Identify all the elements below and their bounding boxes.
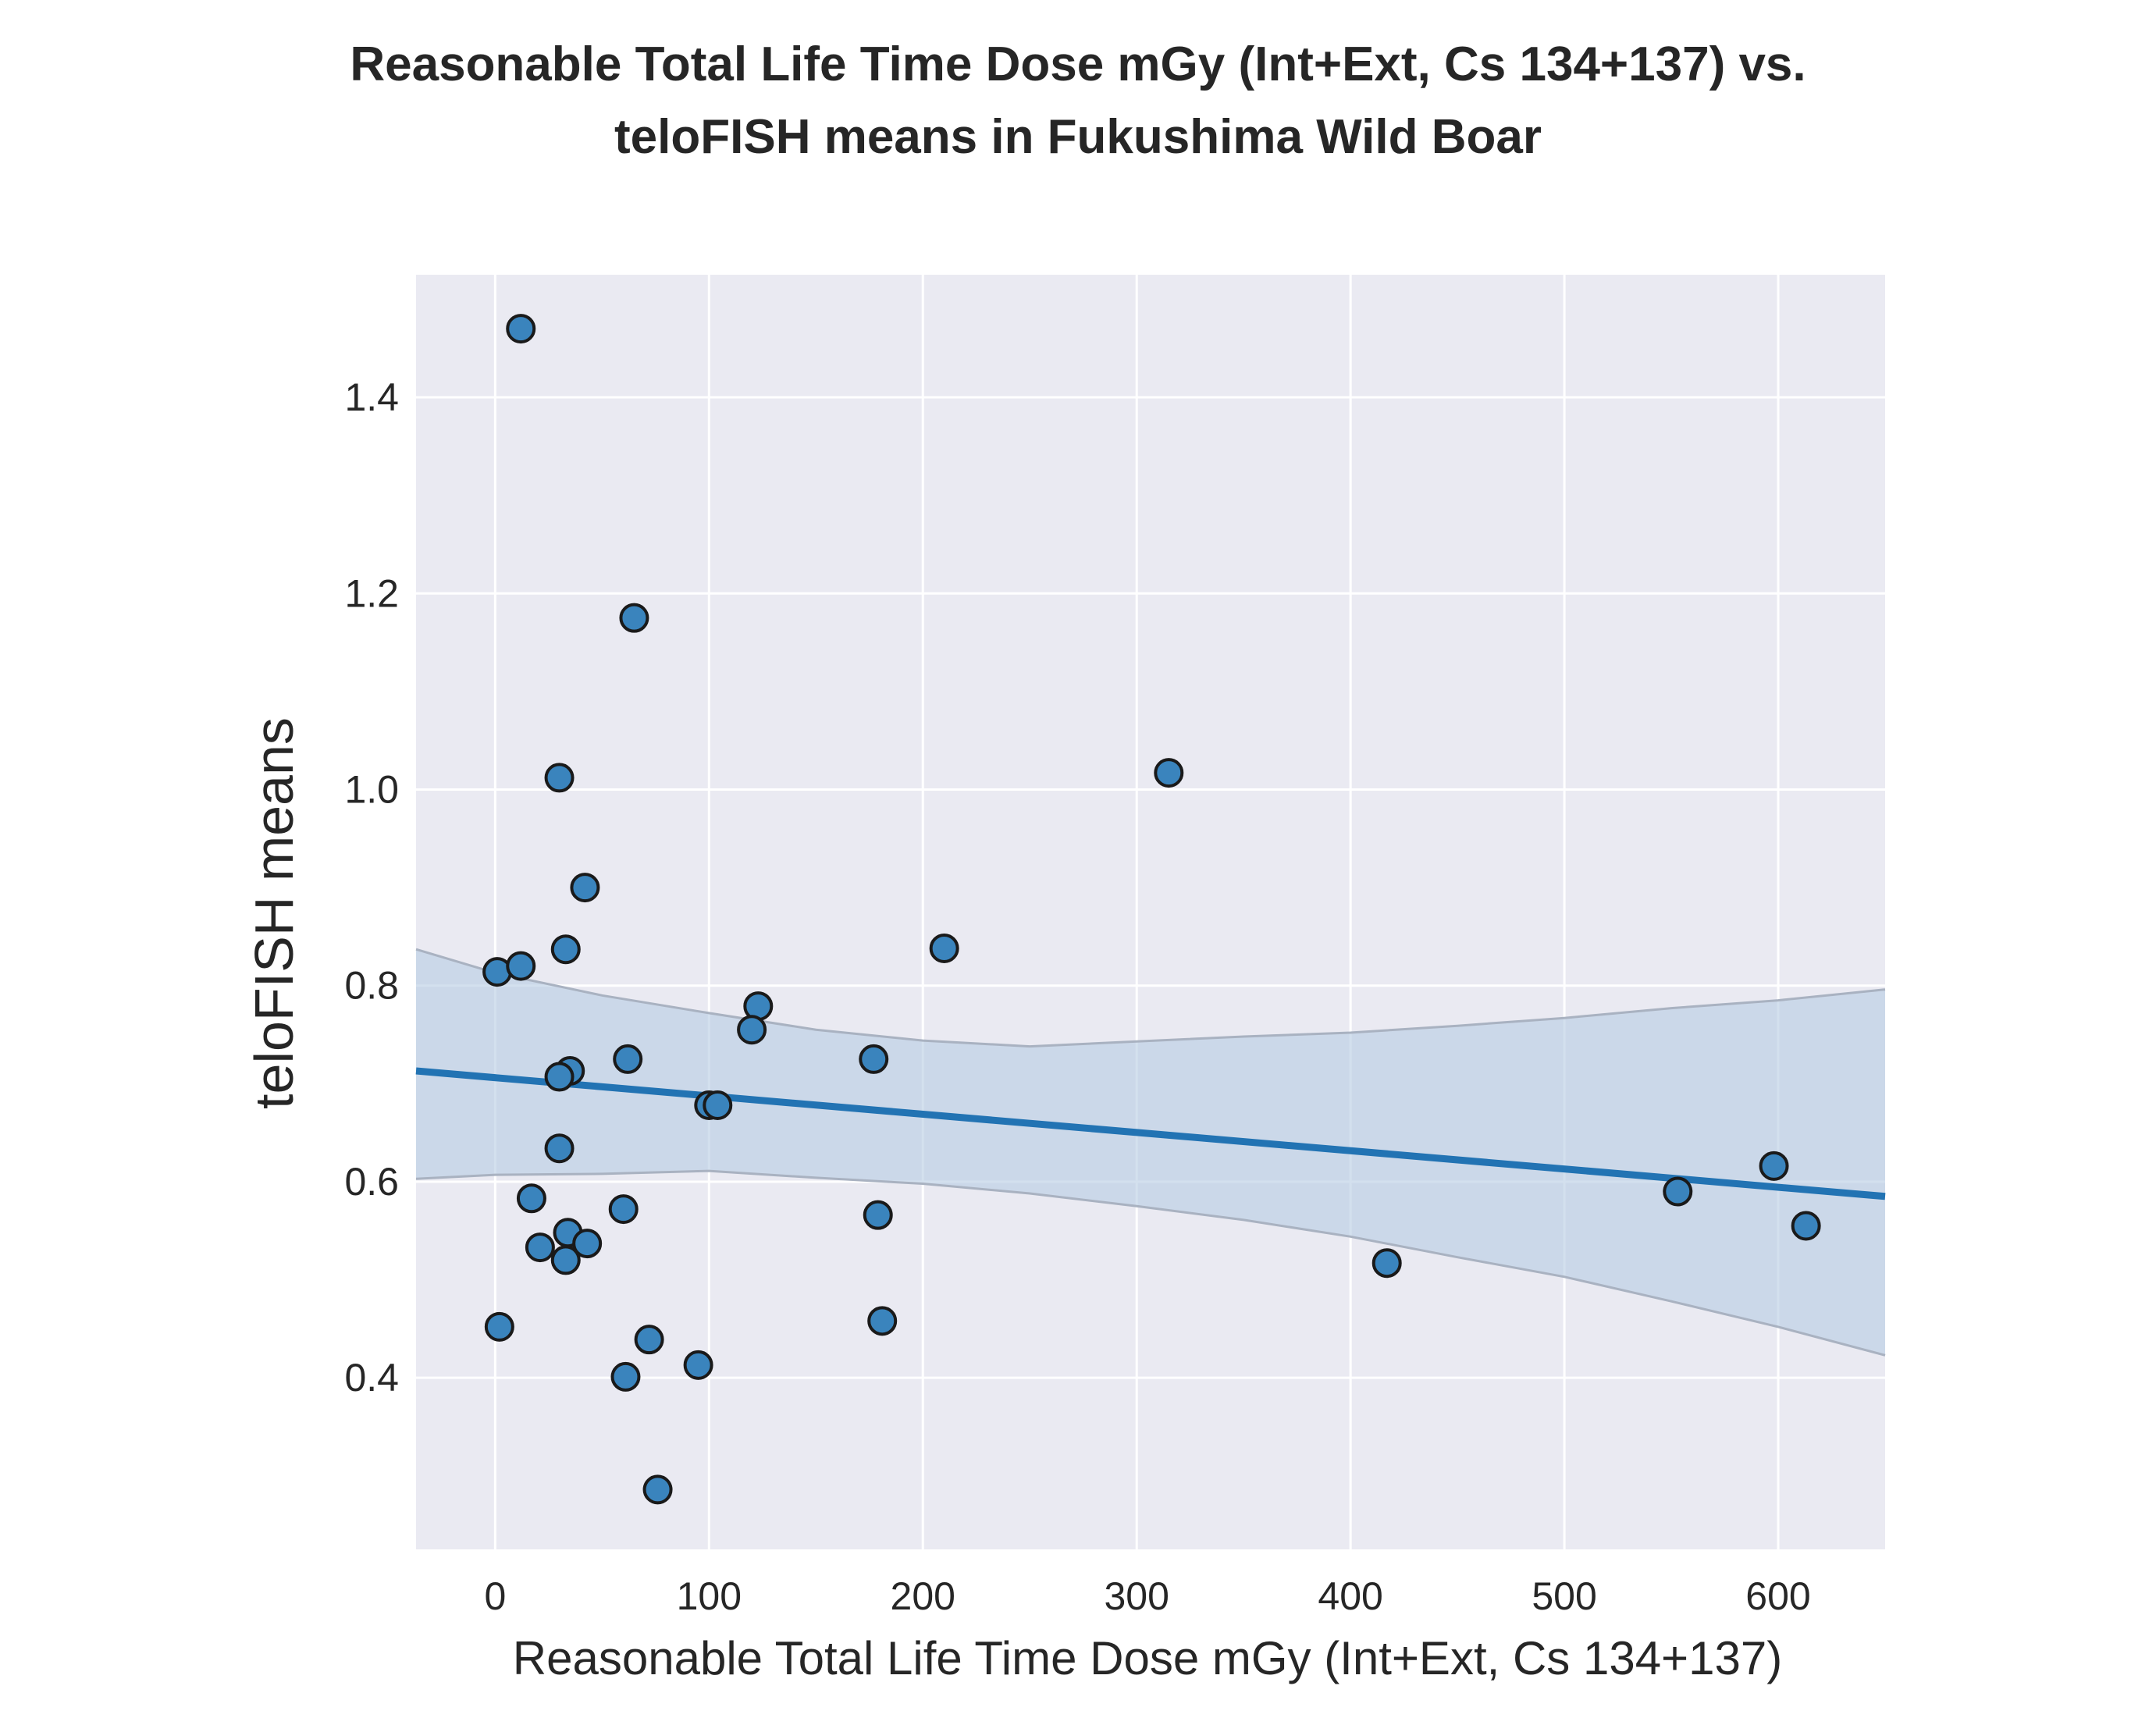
data-point bbox=[1759, 1151, 1789, 1181]
x-tick-label: 400 bbox=[1318, 1574, 1382, 1618]
chart-title-line-2: teloFISH means in Fukushima Wild Boar bbox=[614, 110, 1542, 164]
data-point bbox=[544, 763, 575, 793]
confidence-band-upper-edge bbox=[415, 948, 1886, 1048]
data-point bbox=[570, 873, 600, 903]
data-point bbox=[506, 314, 536, 344]
plot-area bbox=[416, 275, 1885, 1549]
data-point bbox=[859, 1044, 889, 1074]
y-tick-label: 0.8 bbox=[344, 964, 399, 1008]
x-tick-label: 500 bbox=[1532, 1574, 1596, 1618]
data-point bbox=[484, 1311, 514, 1342]
data-point bbox=[1663, 1176, 1693, 1207]
data-point bbox=[608, 1194, 639, 1225]
y-tick-label: 1.2 bbox=[344, 571, 399, 615]
x-tick-label: 600 bbox=[1745, 1574, 1810, 1618]
data-point bbox=[610, 1361, 641, 1392]
data-point bbox=[683, 1350, 713, 1380]
confidence-band-lower-edge bbox=[415, 1169, 1886, 1357]
chart-title-line-1: Reasonable Total Life Time Dose mGy (Int… bbox=[350, 37, 1806, 91]
grid-lines bbox=[416, 275, 1885, 1549]
regression-line bbox=[415, 1067, 1886, 1200]
data-point bbox=[867, 1306, 898, 1336]
y-tick-label: 0.4 bbox=[344, 1356, 399, 1400]
data-point bbox=[929, 933, 959, 963]
data-point bbox=[613, 1044, 643, 1074]
data-point bbox=[572, 1229, 603, 1259]
data-point bbox=[737, 1015, 767, 1045]
confidence-band bbox=[416, 949, 1885, 1356]
y-tick-label: 1.0 bbox=[344, 767, 399, 811]
confidence-band-group bbox=[415, 948, 1886, 1357]
data-point bbox=[525, 1232, 555, 1263]
data-point bbox=[550, 934, 581, 965]
data-point bbox=[550, 1245, 581, 1275]
data-point bbox=[1154, 758, 1184, 788]
data-point bbox=[703, 1090, 733, 1120]
data-point bbox=[544, 1062, 575, 1092]
x-tick-label: 200 bbox=[891, 1574, 955, 1618]
y-tick-label: 1.4 bbox=[344, 375, 399, 419]
data-point bbox=[1791, 1211, 1821, 1241]
regression-line-group bbox=[415, 1067, 1886, 1200]
data-point bbox=[863, 1200, 893, 1230]
data-point bbox=[634, 1325, 664, 1355]
y-tick-label: 0.6 bbox=[344, 1160, 399, 1204]
y-axis-label: teloFISH means bbox=[244, 717, 304, 1109]
x-tick-label: 100 bbox=[677, 1574, 742, 1618]
data-point bbox=[516, 1183, 546, 1214]
data-point bbox=[544, 1133, 575, 1164]
data-point bbox=[1372, 1248, 1402, 1279]
points-group bbox=[482, 314, 1821, 1505]
x-tick-label: 0 bbox=[484, 1574, 506, 1618]
data-point bbox=[642, 1474, 673, 1505]
x-axis-label: Reasonable Total Life Time Dose mGy (Int… bbox=[513, 1632, 1782, 1684]
x-tick-label: 300 bbox=[1104, 1574, 1169, 1618]
x-tick-labels: 0 100 200 300 400 500 600 bbox=[484, 1574, 1810, 1618]
data-point bbox=[619, 603, 649, 633]
data-point bbox=[506, 951, 536, 981]
y-tick-labels: 0.4 0.6 0.8 1.0 1.2 1.4 bbox=[344, 375, 399, 1400]
